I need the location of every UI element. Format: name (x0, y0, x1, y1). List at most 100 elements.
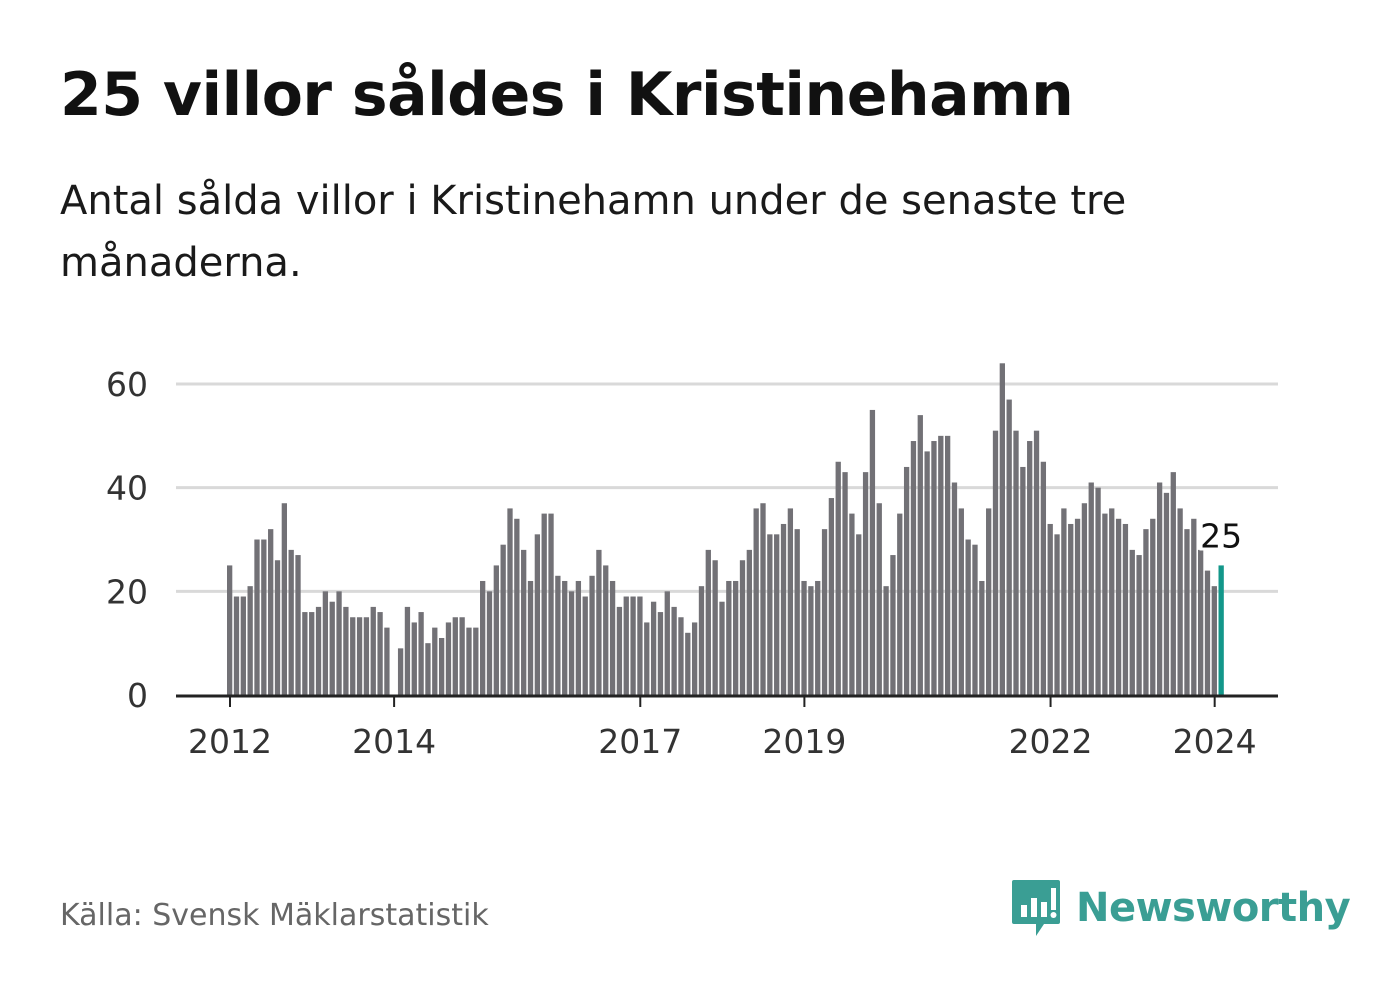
bar (849, 513, 855, 696)
bar (726, 580, 732, 695)
bar (1054, 534, 1060, 695)
bar (801, 580, 807, 695)
bar (1102, 513, 1108, 696)
bar (760, 503, 766, 695)
bar (404, 606, 411, 695)
bar (678, 617, 684, 695)
source-note: Källa: Svensk Mäklarstatistik (60, 898, 489, 933)
bar (856, 534, 862, 695)
brand-name: Newsworthy (1076, 885, 1351, 931)
bar (459, 617, 465, 695)
bar (480, 580, 486, 695)
bar (1115, 518, 1122, 695)
newsworthy-logo-icon (1012, 880, 1060, 936)
bar (268, 529, 274, 695)
bar (808, 586, 814, 695)
bar (1040, 461, 1047, 695)
bar (1047, 523, 1053, 695)
bar (254, 539, 260, 695)
bar (1170, 472, 1176, 695)
bar (336, 591, 342, 695)
bar (1211, 586, 1217, 695)
x-tick-label: 2019 (762, 722, 846, 761)
labels: 0 20 40 60 2012 2014 2017 2019 2022 2024 25 (106, 365, 1257, 761)
bar (534, 534, 541, 695)
x-tick-label: 2022 (1009, 722, 1093, 761)
bar (917, 415, 923, 695)
bar (644, 622, 650, 695)
bar (992, 430, 999, 695)
bar (821, 529, 828, 695)
bar (774, 534, 780, 695)
bar (500, 544, 506, 695)
bar (657, 612, 664, 695)
bar (370, 606, 376, 695)
bar (835, 461, 841, 695)
bar (1027, 441, 1033, 695)
bar (986, 508, 992, 695)
bar (890, 555, 896, 695)
bar (691, 622, 698, 695)
bar (1191, 518, 1197, 695)
bars (227, 363, 1224, 696)
bar (1033, 430, 1040, 695)
bar (842, 472, 848, 695)
bar (1136, 555, 1142, 695)
bar (1074, 518, 1081, 695)
bar (1109, 508, 1115, 695)
bar (944, 435, 951, 695)
bar (780, 523, 787, 695)
bar (1198, 549, 1204, 695)
bar (603, 565, 609, 695)
brand-logo[interactable]: Newsworthy (1010, 878, 1351, 938)
bar (473, 627, 479, 695)
bar (876, 503, 882, 695)
bar (562, 580, 568, 695)
bar (979, 580, 985, 695)
bar (1088, 482, 1094, 695)
x-tick-label: 2014 (352, 722, 436, 761)
bar (493, 565, 499, 695)
highlight-value-label: 25 (1200, 516, 1242, 555)
bar (1081, 503, 1088, 695)
bar (630, 596, 636, 695)
bar (247, 586, 253, 695)
bar (671, 606, 677, 695)
bar (596, 549, 602, 695)
bar (883, 586, 889, 695)
bar (555, 575, 561, 695)
bar (1150, 518, 1156, 695)
bar (1068, 523, 1074, 695)
bar (384, 627, 390, 695)
bar (1184, 529, 1190, 695)
bar (951, 482, 958, 695)
bar (739, 560, 746, 695)
bar (1095, 487, 1101, 695)
bar (281, 503, 287, 695)
bar (787, 508, 794, 695)
bar (1156, 482, 1163, 695)
bar (794, 529, 800, 695)
bar (869, 409, 876, 695)
y-tick-label: 40 (106, 469, 148, 508)
bar (924, 451, 930, 695)
bar (425, 643, 431, 695)
bar (418, 612, 424, 695)
chart-title: 25 villor såldes i Kristinehamn (60, 60, 1074, 130)
bar (1177, 508, 1183, 695)
x-tick-label: 2017 (598, 722, 682, 761)
bar (1163, 492, 1170, 695)
bar (302, 612, 308, 695)
bar (343, 606, 349, 695)
bar (507, 508, 513, 695)
x-tick-label: 2012 (188, 722, 272, 761)
bar (514, 518, 520, 695)
bar (650, 601, 657, 695)
bar (1204, 570, 1211, 695)
bar (589, 575, 595, 695)
bar (363, 617, 370, 695)
bar (1129, 549, 1135, 695)
bar (227, 565, 233, 695)
bar (521, 549, 527, 695)
